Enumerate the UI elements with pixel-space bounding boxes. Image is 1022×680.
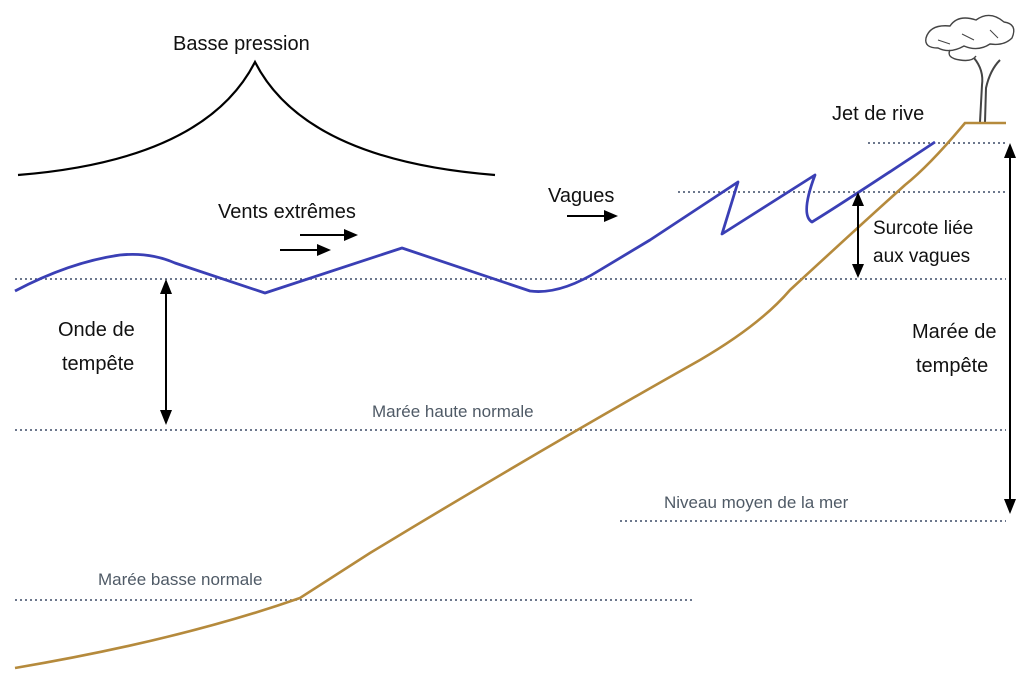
- label-maree-haute: Marée haute normale: [372, 402, 534, 421]
- label-jet-de-rive: Jet de rive: [832, 103, 924, 125]
- wind-arrow-icon: [280, 244, 331, 256]
- low-pressure-curve: [17, 59, 496, 177]
- label-surcote-2: aux vagues: [873, 246, 970, 267]
- label-basse-pression: Basse pression: [173, 33, 310, 55]
- label-niveau-moyen: Niveau moyen de la mer: [664, 493, 849, 512]
- label-surcote-1: Surcote liée: [873, 218, 973, 239]
- label-onde-1: Onde de: [58, 319, 135, 341]
- label-onde-2: tempête: [62, 353, 134, 375]
- wave-direction-arrow-icon: [567, 210, 618, 222]
- wind-arrow-icon: [300, 229, 358, 241]
- wave-setup-arrow-icon: [852, 192, 864, 278]
- shore-profile: [14, 121, 1006, 670]
- label-maree-tempete-1: Marée de: [912, 321, 997, 343]
- storm-tide-arrow-icon: [1004, 143, 1016, 514]
- label-vents-extremes: Vents extrêmes: [218, 201, 356, 223]
- storm-surge-arrow-icon: [160, 279, 172, 425]
- label-vagues: Vagues: [548, 185, 614, 207]
- label-maree-tempete-2: tempête: [916, 355, 988, 377]
- label-maree-basse: Marée basse normale: [98, 570, 262, 589]
- tree-icon: [925, 14, 1015, 123]
- sea-surface-waves: [14, 140, 936, 295]
